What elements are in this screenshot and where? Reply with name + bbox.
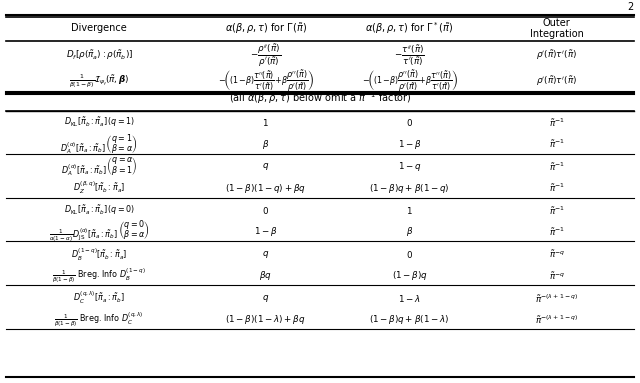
Text: $-\!\left((1\!-\!\beta)\dfrac{\tau''(\tilde{\pi})}{\tau'(\tilde{\pi})}\!+\!\beta: $-\!\left((1\!-\!\beta)\dfrac{\tau''(\ti… xyxy=(218,68,314,94)
Text: $\frac{1}{\beta(1-\beta)}$ Breg. Info $D_C^{(q,\lambda)}$: $\frac{1}{\beta(1-\beta)}$ Breg. Info $D… xyxy=(54,311,144,329)
Text: $D_C^{(q,\lambda)}[\tilde{\pi}_a : \tilde{\pi}_b]$: $D_C^{(q,\lambda)}[\tilde{\pi}_a : \tild… xyxy=(73,290,125,306)
Text: $1$: $1$ xyxy=(262,117,269,128)
Text: $\frac{1}{\beta(1-\beta)}\mathcal{I}_{\psi_f}(\tilde{\pi},\boldsymbol{\beta})$: $\frac{1}{\beta(1-\beta)}\mathcal{I}_{\p… xyxy=(69,73,129,90)
Text: $1-q$: $1-q$ xyxy=(398,160,421,173)
Text: $-\dfrac{\rho''(\tilde{\pi})}{\rho'(\tilde{\pi})}$: $-\dfrac{\rho''(\tilde{\pi})}{\rho'(\til… xyxy=(250,43,281,69)
Text: $\tilde{\pi}^{-1}$: $\tilde{\pi}^{-1}$ xyxy=(549,160,564,173)
Text: $\tilde{\pi}^{-1}$: $\tilde{\pi}^{-1}$ xyxy=(549,138,564,150)
Text: $0$: $0$ xyxy=(406,249,413,260)
Text: $\tilde{\pi}^{-(\lambda+1-q)}$: $\tilde{\pi}^{-(\lambda+1-q)}$ xyxy=(535,292,579,304)
Text: $\beta q$: $\beta q$ xyxy=(259,269,272,282)
Text: $\beta$: $\beta$ xyxy=(406,226,413,239)
Text: $D_Z^{(\beta,q)}[\tilde{\pi}_b : \tilde{\pi}_a]$: $D_Z^{(\beta,q)}[\tilde{\pi}_b : \tilde{… xyxy=(73,180,125,196)
Text: $\tilde{\pi}^{-q}$: $\tilde{\pi}^{-q}$ xyxy=(548,249,565,260)
Text: Outer
Integration: Outer Integration xyxy=(530,18,584,39)
Text: $1$: $1$ xyxy=(406,205,413,216)
Text: $\alpha(\beta,\rho,\tau)$ for $\Gamma(\tilde{\pi})$: $\alpha(\beta,\rho,\tau)$ for $\Gamma(\t… xyxy=(225,21,307,36)
Text: Divergence: Divergence xyxy=(71,23,127,33)
Text: $\alpha(\beta,\rho,\tau)$ for $\Gamma^*(\tilde{\pi})$: $\alpha(\beta,\rho,\tau)$ for $\Gamma^*(… xyxy=(365,20,454,36)
Text: $D_{\mathrm{KL}}[\tilde{\pi}_b : \tilde{\pi}_a]\,(q=1)$: $D_{\mathrm{KL}}[\tilde{\pi}_b : \tilde{… xyxy=(63,116,135,129)
Text: $\tilde{\pi}^{-1}$: $\tilde{\pi}^{-1}$ xyxy=(549,116,564,129)
Text: $0$: $0$ xyxy=(262,205,269,216)
Text: $\tilde{\pi}^{-1}$: $\tilde{\pi}^{-1}$ xyxy=(549,182,564,194)
Text: $\tilde{\pi}^{-(\lambda+1-q)}$: $\tilde{\pi}^{-(\lambda+1-q)}$ xyxy=(535,314,579,326)
Text: $q$: $q$ xyxy=(262,249,269,260)
Text: $D_B^{(1-q)}[\tilde{\pi}_b : \tilde{\pi}_a]$: $D_B^{(1-q)}[\tilde{\pi}_b : \tilde{\pi}… xyxy=(71,246,127,263)
Text: $\rho'(\tilde{\pi})\tau'(\tilde{\pi})$: $\rho'(\tilde{\pi})\tau'(\tilde{\pi})$ xyxy=(536,74,577,88)
Text: $\beta$: $\beta$ xyxy=(262,137,269,151)
Text: $\tilde{\pi}^{-1}$: $\tilde{\pi}^{-1}$ xyxy=(549,226,564,238)
Text: $-\!\left((1\!-\!\beta)\dfrac{\rho''(\tilde{\pi})}{\rho'(\tilde{\pi})}\!+\!\beta: $-\!\left((1\!-\!\beta)\dfrac{\rho''(\ti… xyxy=(362,68,458,94)
Text: $(1-\beta)q$: $(1-\beta)q$ xyxy=(392,269,428,282)
Text: $D_A^{(\alpha)}[\tilde{\pi}_a : \tilde{\pi}_b]\,\left(\substack{q=1\\\beta=\alph: $D_A^{(\alpha)}[\tilde{\pi}_a : \tilde{\… xyxy=(60,132,138,156)
Text: $\frac{1}{\alpha(1-\alpha)}D_{\mathrm{JS}}^{(\alpha)}[\tilde{\pi}_a : \tilde{\pi: $\frac{1}{\alpha(1-\alpha)}D_{\mathrm{JS… xyxy=(49,219,150,245)
Text: (all $\alpha(\beta,\rho,\tau)$ below omit a $\tilde{\pi}^{-1}$ factor): (all $\alpha(\beta,\rho,\tau)$ below omi… xyxy=(228,90,412,106)
Text: $(1-\beta)(1-q)+\beta q$: $(1-\beta)(1-q)+\beta q$ xyxy=(225,182,306,195)
Text: $\tilde{\pi}^{-q}$: $\tilde{\pi}^{-q}$ xyxy=(548,270,565,282)
Text: $\rho'(\tilde{\pi})\tau'(\tilde{\pi})$: $\rho'(\tilde{\pi})\tau'(\tilde{\pi})$ xyxy=(536,49,577,62)
Text: $1-\beta$: $1-\beta$ xyxy=(398,137,421,151)
Text: $(1-\beta)q+\beta(1-q)$: $(1-\beta)q+\beta(1-q)$ xyxy=(369,182,450,195)
Text: $D_f[\rho(\tilde{\pi}_a) : \rho(\tilde{\pi}_b)]$: $D_f[\rho(\tilde{\pi}_a) : \rho(\tilde{\… xyxy=(65,49,133,62)
Text: $(1-\beta)(1-\lambda)+\beta q$: $(1-\beta)(1-\lambda)+\beta q$ xyxy=(225,313,306,326)
Text: $D_{\mathrm{KL}}[\tilde{\pi}_a : \tilde{\pi}_b]\,(q=0)$: $D_{\mathrm{KL}}[\tilde{\pi}_a : \tilde{… xyxy=(63,204,135,218)
Text: $1-\beta$: $1-\beta$ xyxy=(254,226,277,239)
Text: $\tilde{\pi}^{-1}$: $\tilde{\pi}^{-1}$ xyxy=(549,205,564,217)
Text: 2: 2 xyxy=(627,2,634,11)
Text: $1-\lambda$: $1-\lambda$ xyxy=(398,293,421,304)
Text: $(1-\beta)q+\beta(1-\lambda)$: $(1-\beta)q+\beta(1-\lambda)$ xyxy=(369,313,450,326)
Text: $q$: $q$ xyxy=(262,161,269,172)
Text: $\frac{1}{\beta(1-\beta)}$ Breg. Info $D_B^{(1-q)}$: $\frac{1}{\beta(1-\beta)}$ Breg. Info $D… xyxy=(52,267,146,285)
Text: $-\dfrac{\tau''(\tilde{\pi})}{\tau'(\tilde{\pi})}$: $-\dfrac{\tau''(\tilde{\pi})}{\tau'(\til… xyxy=(394,43,425,68)
Text: $0$: $0$ xyxy=(406,117,413,128)
Text: $q$: $q$ xyxy=(262,293,269,304)
Text: $D_A^{(\alpha)}[\tilde{\pi}_a : \tilde{\pi}_b]\,\left(\substack{q=\alpha\\\beta=: $D_A^{(\alpha)}[\tilde{\pi}_a : \tilde{\… xyxy=(61,155,138,178)
